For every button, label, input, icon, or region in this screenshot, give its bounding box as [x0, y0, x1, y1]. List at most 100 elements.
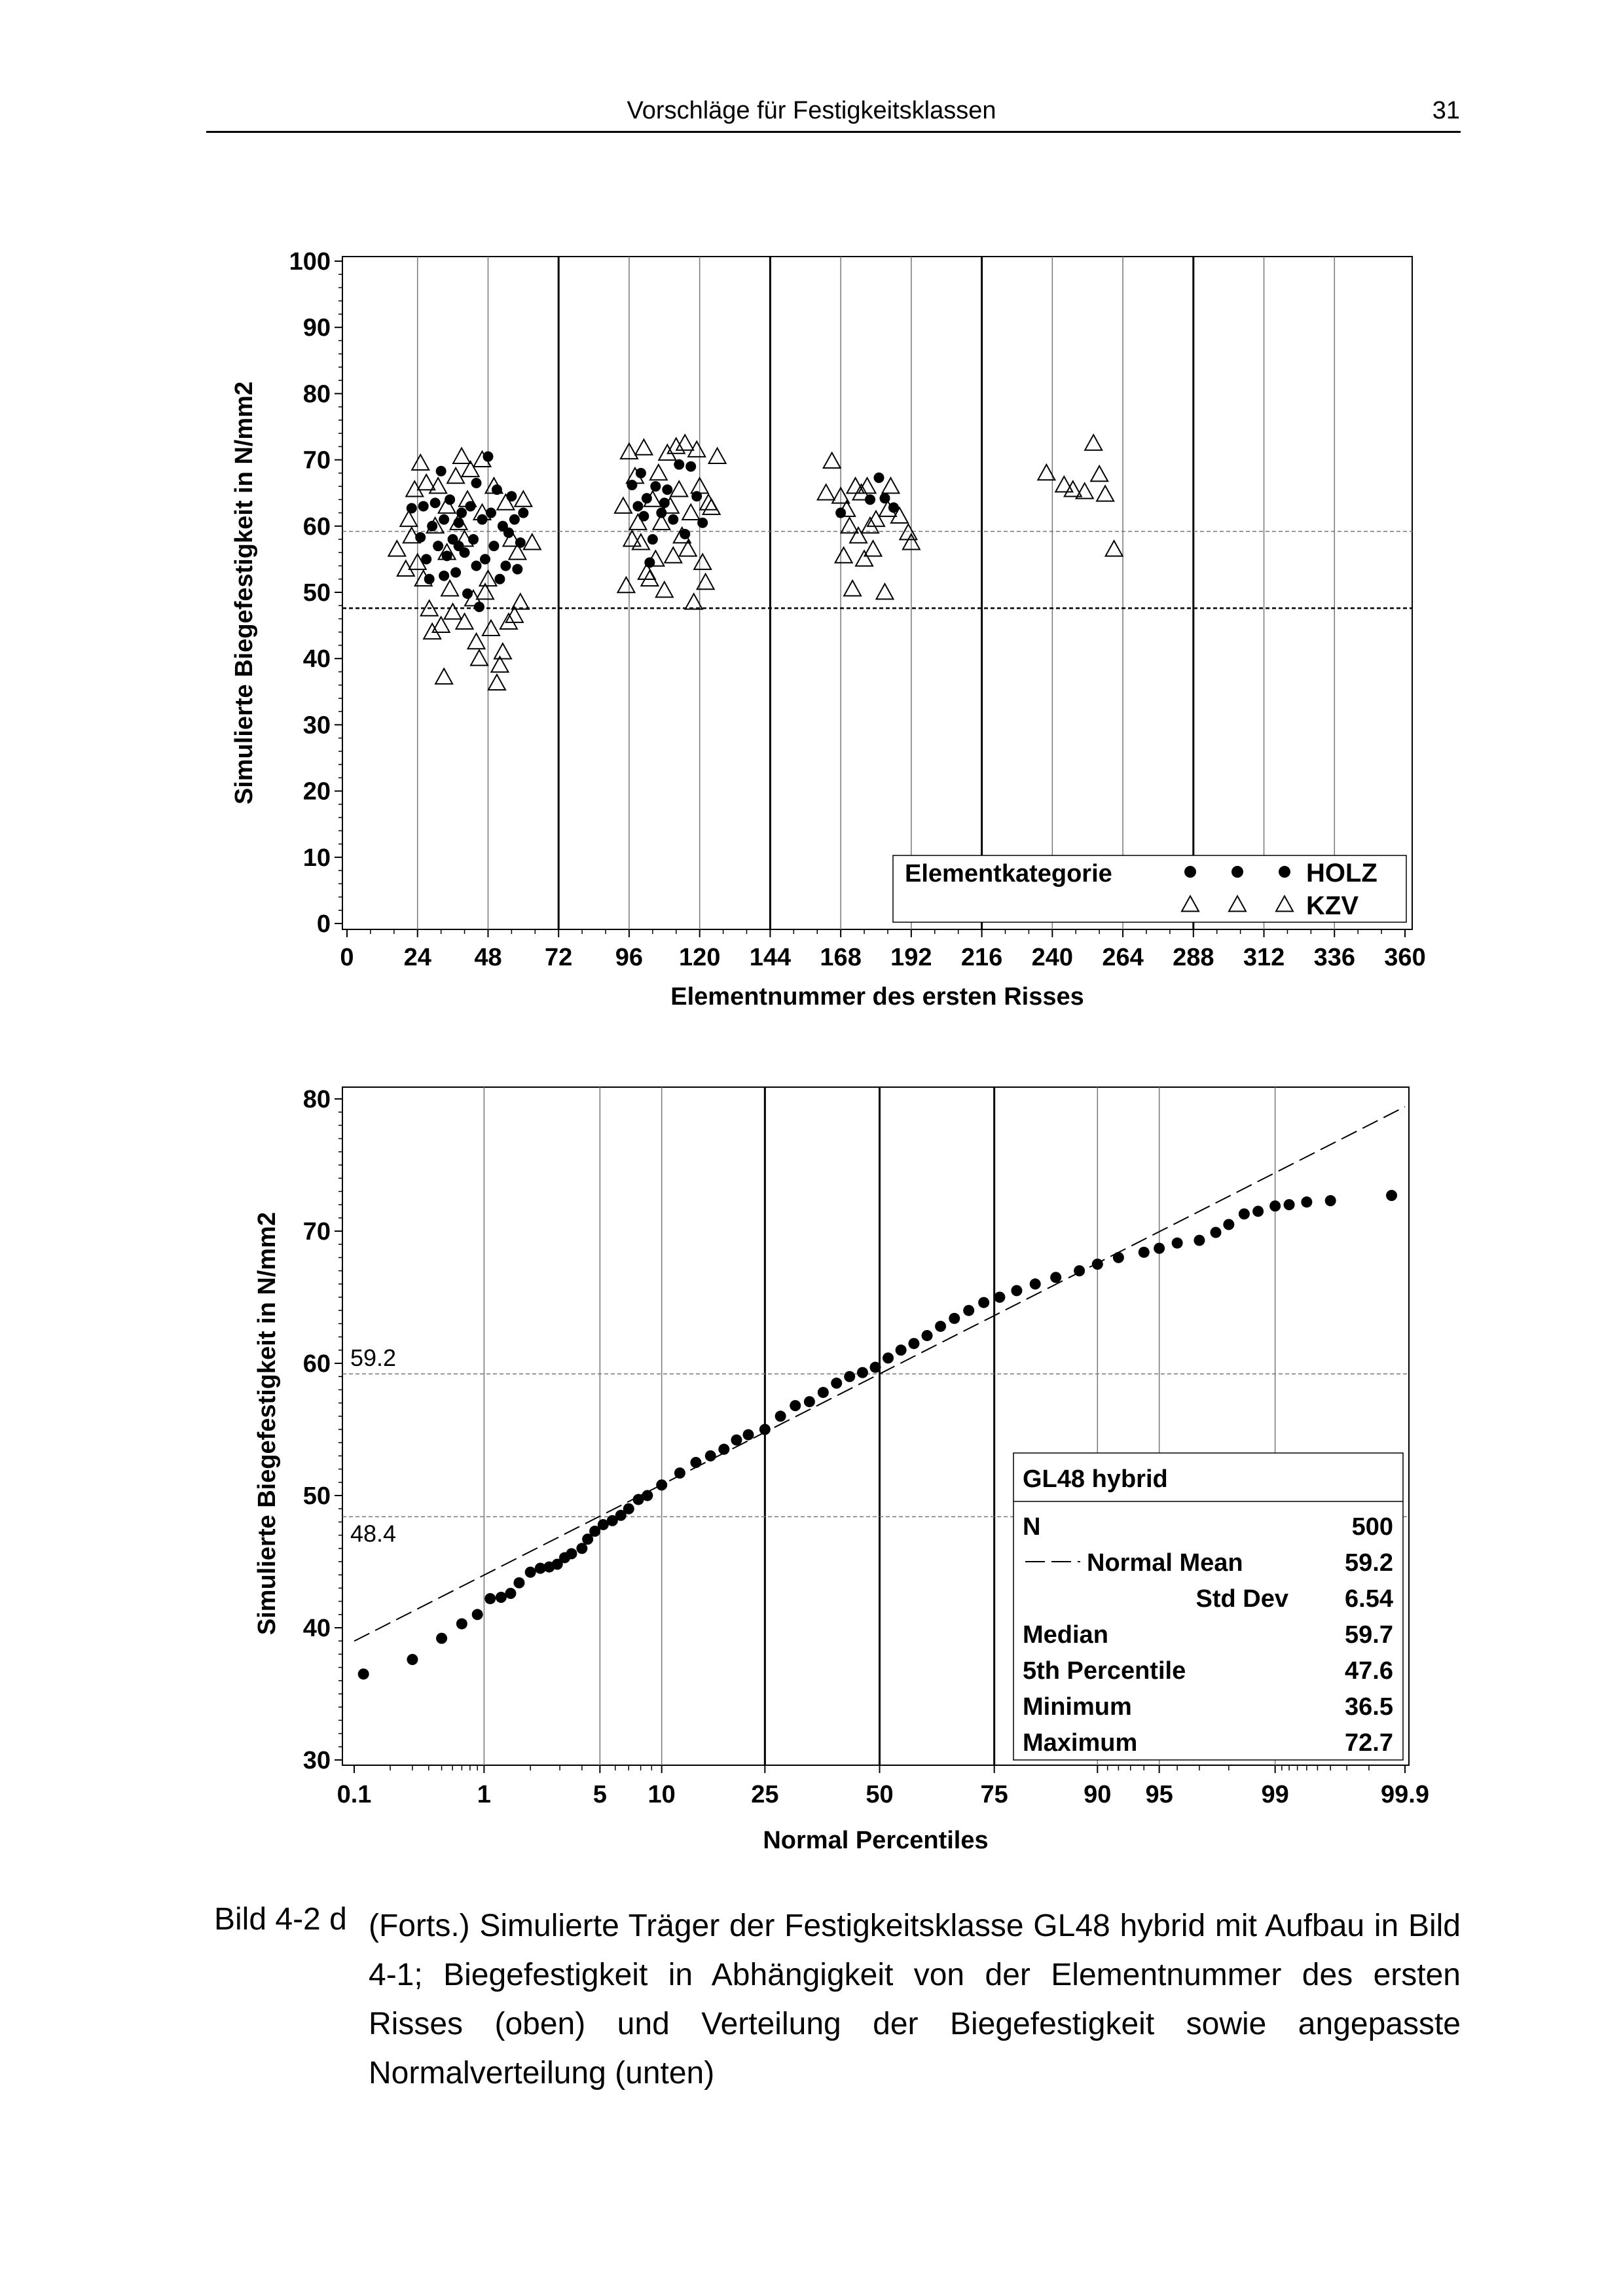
data-point: [436, 1632, 448, 1644]
y-tick-label: 40: [303, 645, 331, 673]
x-tick-label: 192: [890, 944, 932, 971]
holz-point: [835, 507, 847, 518]
x-tick-label: 72: [545, 944, 572, 971]
kzv-point: [505, 605, 524, 623]
data-point: [656, 1479, 668, 1491]
x-tick-label: 24: [404, 944, 431, 971]
kzv-point: [822, 451, 842, 469]
holz-point: [515, 537, 526, 548]
holz-point: [865, 494, 876, 505]
holz-point: [445, 494, 456, 505]
holz-point: [429, 497, 441, 509]
holz-point: [471, 560, 482, 571]
inset-row-value: 36.5: [1345, 1693, 1393, 1721]
holz-point: [453, 541, 464, 552]
caption-label: Bild 4-2 d: [214, 1902, 347, 1937]
kzv-point: [454, 612, 475, 630]
data-point: [1011, 1285, 1023, 1297]
y-tick-label: 40: [303, 1615, 331, 1642]
normal-fit-line: [354, 1106, 1406, 1642]
kzv-point: [511, 592, 530, 610]
kzv-point: [675, 433, 695, 451]
holz-point: [873, 472, 884, 483]
holz-point: [433, 541, 444, 552]
holz-point: [635, 467, 646, 478]
data-point: [471, 1609, 483, 1621]
holz-point: [647, 534, 658, 545]
holz-point: [641, 493, 652, 504]
legend-entry-holz: HOLZ: [1306, 859, 1377, 888]
kzv-point: [699, 493, 718, 511]
data-point: [978, 1297, 990, 1308]
kzv-point: [839, 516, 860, 534]
data-point: [566, 1548, 577, 1560]
kzv-point: [875, 582, 895, 600]
x-tick-label: 10: [648, 1781, 676, 1808]
kzv-point: [860, 516, 880, 534]
x-tick-label: 5: [593, 1781, 607, 1808]
kzv-legend-marker: [1180, 894, 1200, 912]
inset-box: [1013, 1452, 1404, 1761]
data-point: [582, 1534, 594, 1545]
data-point: [1210, 1227, 1222, 1238]
data-point: [994, 1291, 1006, 1303]
x-tick-label: 75: [981, 1781, 1008, 1808]
holz-point: [435, 465, 447, 476]
kzv-point: [616, 575, 636, 594]
kzv-point: [446, 466, 465, 484]
holz-point: [471, 478, 482, 489]
kzv-point: [452, 446, 471, 464]
legend: Elementkategorie HOLZ KZV: [892, 855, 1407, 923]
plot-frame: [342, 256, 1413, 930]
x-tick-label: 48: [474, 944, 501, 971]
inset-row-value: 47.6: [1345, 1657, 1393, 1685]
kzv-point: [651, 512, 672, 531]
holz-point: [662, 484, 673, 495]
data-point: [963, 1304, 975, 1316]
data-point: [1154, 1242, 1165, 1254]
kzv-point: [513, 490, 534, 507]
inset-row-label: Std Dev: [1196, 1585, 1288, 1613]
data-point: [949, 1312, 960, 1324]
reference-label: 59.2: [350, 1344, 396, 1371]
y-tick-label: 80: [303, 1086, 331, 1113]
kzv-point: [678, 539, 698, 557]
x-tick-label: 0.1: [337, 1781, 372, 1808]
data-point: [718, 1443, 730, 1455]
kzv-point: [622, 529, 642, 547]
kzv-point: [466, 632, 486, 650]
data-point: [615, 1509, 627, 1521]
y-axis-label: Simulierte Biegefestigkeit in N/mm2: [230, 382, 258, 804]
data-point: [790, 1400, 801, 1412]
y-tick-label: 30: [303, 1747, 331, 1774]
kzv-point: [649, 463, 668, 481]
kzv-legend-marker: [1228, 894, 1247, 912]
kzv-point: [431, 615, 451, 633]
y-tick-label: 60: [303, 513, 331, 541]
kzv-point: [816, 483, 836, 501]
holz-point: [456, 507, 467, 518]
data-point: [775, 1410, 786, 1422]
kzv-point: [422, 622, 442, 640]
holz-point: [462, 588, 473, 600]
x-tick-label: 90: [1084, 1781, 1111, 1808]
data-point: [505, 1587, 517, 1599]
data-point: [704, 1450, 716, 1462]
kzv-point: [613, 496, 633, 514]
kzv-point: [851, 483, 871, 501]
kzv-point: [416, 473, 436, 491]
holz-point: [638, 511, 649, 522]
kzv-point: [499, 612, 519, 630]
kzv-point: [1104, 539, 1124, 557]
kzv-point: [663, 546, 683, 564]
data-point: [731, 1434, 742, 1446]
page-number: 31: [1432, 97, 1460, 124]
data-point: [1269, 1200, 1281, 1212]
kzv-point: [396, 559, 416, 577]
data-point: [1050, 1272, 1062, 1283]
inset-row-value: 59.2: [1345, 1549, 1393, 1577]
kzv-point: [863, 539, 883, 557]
kzv-point: [1075, 482, 1095, 499]
kzv-point: [507, 543, 528, 560]
kzv-point: [387, 539, 407, 557]
